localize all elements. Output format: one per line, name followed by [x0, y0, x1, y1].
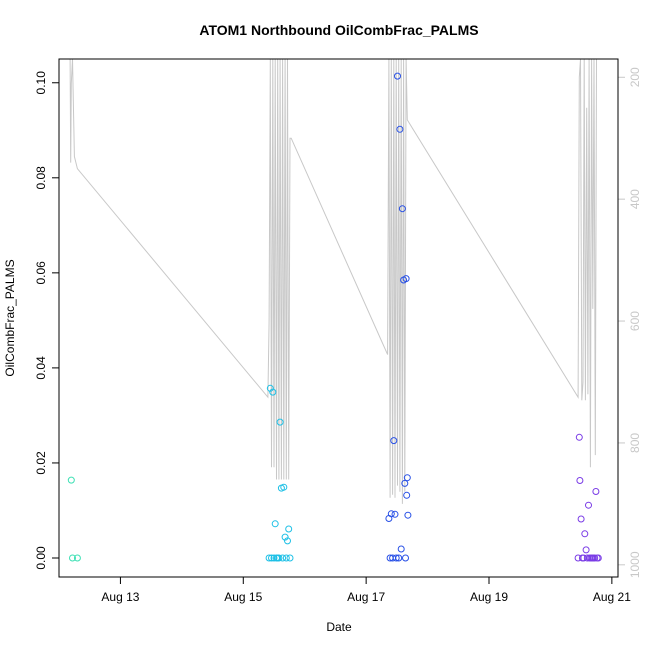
data-point [265, 554, 273, 562]
data-point [387, 510, 395, 518]
data-point [73, 554, 81, 562]
x-tick-label: Aug 13 [101, 590, 139, 604]
x-tick-label: Aug 15 [224, 590, 262, 604]
data-point [390, 437, 398, 445]
data-point [591, 554, 599, 562]
y-axis-label: OilCombFrac_PALMS [3, 259, 17, 376]
data-point [581, 530, 589, 538]
data-point [269, 388, 277, 396]
data-point [391, 510, 399, 518]
data-point [403, 474, 411, 482]
data-point [404, 511, 412, 519]
y-tick-label: 0.08 [34, 166, 48, 190]
y2-tick-label: 200 [628, 67, 642, 87]
y2-tick-label: 1000 [628, 551, 642, 578]
y-tick-label: 0.00 [34, 546, 48, 570]
x-axis-label: Date [326, 620, 352, 634]
y2-tick-label: 400 [628, 189, 642, 209]
x-tick-label: Aug 21 [593, 590, 631, 604]
data-point [279, 554, 287, 562]
data-point [402, 554, 409, 562]
data-point [594, 554, 602, 562]
data-point [402, 275, 410, 283]
data-point [576, 477, 584, 484]
pressure-line [69, 59, 598, 504]
data-point [577, 515, 585, 523]
data-point [271, 520, 279, 528]
data-point [403, 491, 411, 499]
data-point [69, 554, 76, 562]
data-point [281, 533, 289, 541]
data-point [284, 537, 291, 545]
data-point [286, 554, 294, 562]
data-point [270, 554, 278, 562]
data-point [282, 554, 290, 562]
plot-frame [58, 58, 619, 578]
plot-area: Aug 13 Aug 15 Aug 17 Aug 19 Aug 21 0.00 0.02 0.… [34, 59, 642, 604]
data-point [398, 205, 406, 213]
y-tick-label: 0.06 [34, 261, 48, 285]
data-point [397, 545, 405, 553]
data-point [585, 501, 592, 509]
data-point [396, 125, 404, 133]
data-point [575, 433, 583, 441]
data-point [392, 554, 400, 562]
data-point [401, 479, 409, 487]
data-point [67, 476, 75, 484]
chart-title: ATOM1 Northbound OilCombFrac_PALMS [199, 22, 478, 38]
data-point [285, 525, 293, 533]
data-point [394, 72, 401, 80]
data-point [395, 554, 403, 562]
data-point [592, 488, 600, 495]
data-point [582, 546, 590, 554]
x-tick-label: Aug 19 [470, 590, 508, 604]
y2-tick-label: 600 [628, 311, 642, 331]
y-tick-label: 0.04 [34, 356, 48, 380]
y-tick-label: 0.02 [34, 451, 48, 475]
data-point [276, 418, 284, 426]
x-tick-label: Aug 17 [347, 590, 385, 604]
y-tick-label: 0.10 [34, 71, 48, 95]
data-point [275, 554, 283, 562]
y2-tick-label: 800 [628, 433, 642, 453]
data-point [280, 483, 288, 491]
